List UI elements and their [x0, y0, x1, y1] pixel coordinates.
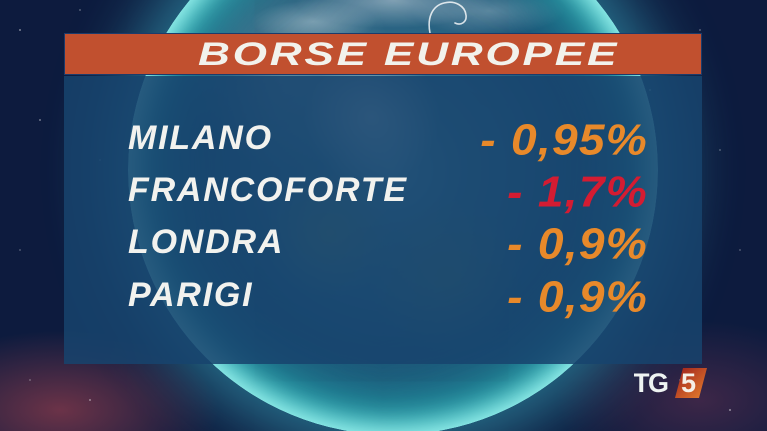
svg-text:5: 5 — [681, 368, 696, 398]
svg-text:TG: TG — [634, 368, 668, 398]
